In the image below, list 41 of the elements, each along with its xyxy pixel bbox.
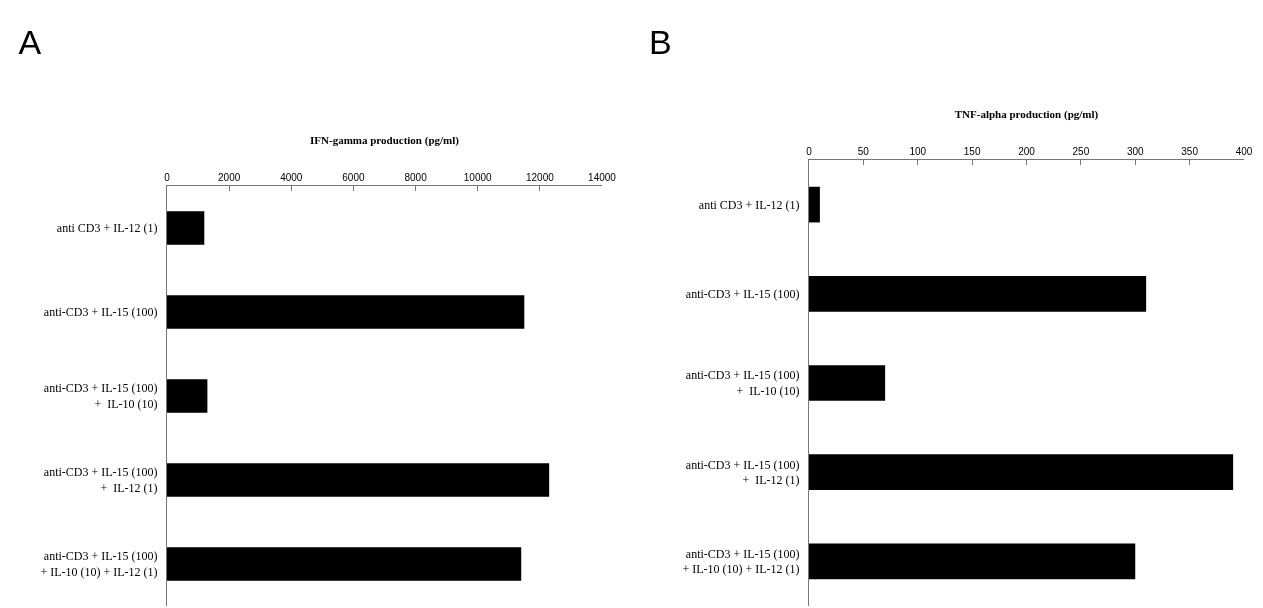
x-tick-label: 0 (164, 172, 171, 183)
x-tick-label: 0 (806, 146, 813, 157)
y-tick-label: anti-CD3 + IL-15 (100) (43, 305, 158, 320)
bar (167, 379, 208, 413)
bar (809, 186, 820, 223)
x-tick-label: 100 (909, 146, 927, 157)
y-tick-label: anti-CD3 + IL-15 (100) + IL-10 (10) + IL-12 (1) (682, 546, 800, 577)
chart-title: B (648, 23, 672, 62)
x-tick-label: 10000 (463, 172, 493, 183)
y-tick-label: anti-CD3 + IL-15 (100) + IL-10 (10) (43, 381, 158, 411)
y-tick-label: anti CD3 + IL-12 (1) (56, 221, 158, 236)
x-tick-label: 150 (963, 146, 981, 157)
x-tick-label: 6000 (342, 172, 365, 183)
bar (167, 547, 522, 581)
x-tick-label: 2000 (218, 172, 241, 183)
bar (809, 454, 1234, 491)
x-tick-label: 200 (1018, 146, 1036, 157)
bar (809, 543, 1136, 580)
bar (167, 211, 205, 245)
x-tick-label: 8000 (404, 172, 428, 183)
x-tick-label: 12000 (525, 172, 555, 183)
bar (809, 365, 886, 401)
y-tick-label: anti-CD3 + IL-15 (100) + IL-10 (10) (685, 368, 800, 398)
y-tick-label: anti-CD3 + IL-15 (100) + IL-12 (1) (685, 457, 800, 488)
y-tick-label: anti-CD3 + IL-15 (100) + IL-12 (1) (43, 465, 158, 495)
x-tick-label: 14000 (588, 172, 617, 183)
x-tick-label: 400 (1235, 146, 1253, 157)
y-tick-label: anti CD3 + IL-12 (1) (698, 197, 800, 212)
x-tick-label: 4000 (280, 172, 303, 183)
bar (167, 463, 550, 497)
y-tick-label: anti-CD3 + IL-15 (100) + IL-10 (10) + IL-12 (1) (40, 549, 158, 579)
x-tick-label: 250 (1072, 146, 1090, 157)
chart-title: A (18, 23, 42, 62)
x-axis-title: IFN-gamma production (pg/ml) (310, 133, 460, 147)
x-tick-label: 50 (857, 146, 870, 157)
x-tick-label: 350 (1181, 146, 1199, 157)
y-tick-label: anti-CD3 + IL-15 (100) (685, 287, 800, 301)
x-tick-label: 300 (1126, 146, 1145, 157)
x-axis-title: TNF-alpha production (pg/ml) (954, 107, 1099, 121)
bar (809, 275, 1147, 312)
bar (167, 295, 525, 329)
